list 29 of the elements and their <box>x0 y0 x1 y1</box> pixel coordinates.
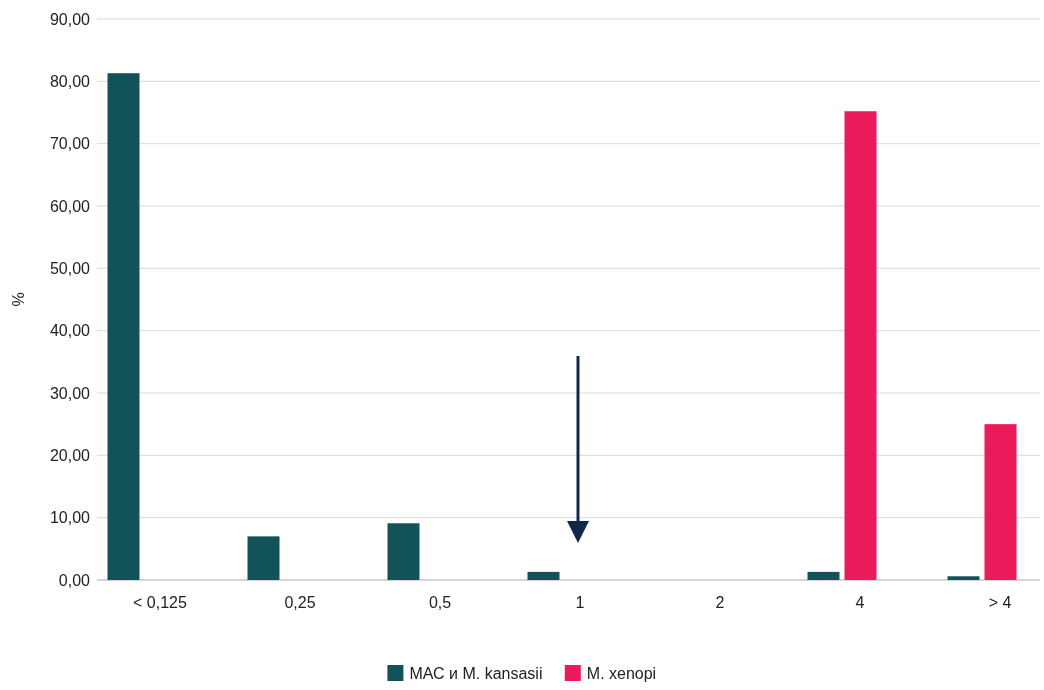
legend-label: M. xenopi <box>586 665 657 682</box>
bar <box>107 73 140 580</box>
x-tick-label: 4 <box>855 594 865 611</box>
legend-item: МАС и M. kansasii <box>387 665 543 682</box>
y-tick-label: 60,00 <box>49 197 91 215</box>
bar <box>844 111 877 580</box>
bar <box>984 424 1017 580</box>
y-tick-label: 70,00 <box>49 135 91 153</box>
y-tick-label: 0,00 <box>58 571 91 589</box>
bar <box>947 576 980 580</box>
x-tick-label: 1 <box>575 594 585 611</box>
x-tick-label: 0,25 <box>284 594 316 611</box>
y-tick-label: 80,00 <box>49 72 91 90</box>
y-tick-label: 50,00 <box>49 259 91 277</box>
y-axis-title: % <box>10 292 27 307</box>
legend-item: M. xenopi <box>564 665 657 682</box>
x-tick-label: 0,5 <box>428 594 452 611</box>
y-tick-label: 10,00 <box>49 509 91 527</box>
y-tick-label: 90,00 <box>49 10 91 28</box>
y-tick-label: 40,00 <box>49 322 91 340</box>
bar <box>807 571 840 580</box>
bar <box>527 571 560 580</box>
bar <box>247 536 280 580</box>
x-tick-label: > 4 <box>988 594 1012 611</box>
y-tick-label: 30,00 <box>49 384 91 402</box>
bar <box>387 523 420 580</box>
x-tick-label: < 0,125 <box>133 594 188 611</box>
x-tick-label: 2 <box>715 594 725 611</box>
y-tick-label: 20,00 <box>49 446 91 464</box>
